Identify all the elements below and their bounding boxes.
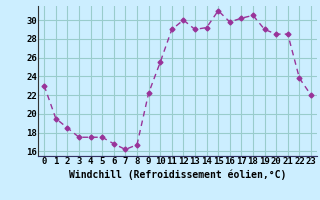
X-axis label: Windchill (Refroidissement éolien,°C): Windchill (Refroidissement éolien,°C) — [69, 169, 286, 180]
